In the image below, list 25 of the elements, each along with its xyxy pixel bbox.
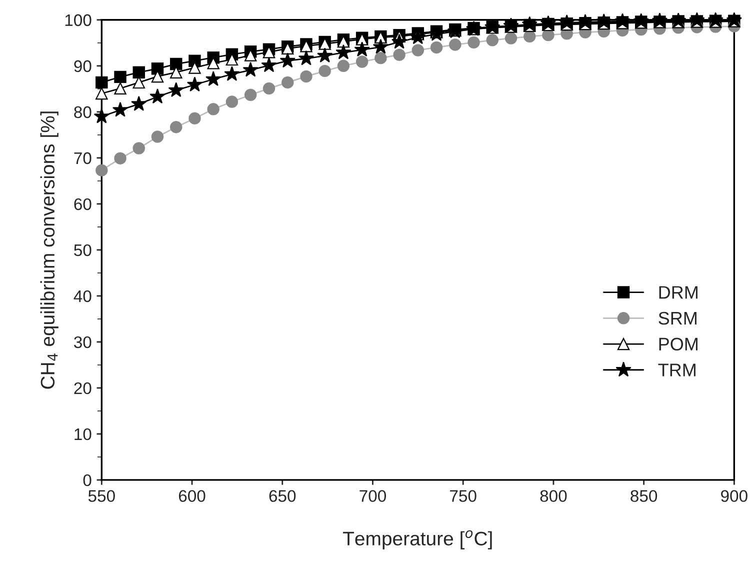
x-tick-label: 550 (88, 490, 115, 502)
y-tick-label: 30 (74, 336, 92, 348)
y-tick-label: 60 (74, 198, 92, 210)
y-tick-label: 20 (74, 382, 92, 394)
y-tick-label: 40 (74, 290, 92, 302)
x-tick-label: 750 (450, 490, 476, 502)
y-tick-label: 50 (74, 244, 92, 256)
y-axis-title: CH$_{4}$ equilibrium conversions [%] (40, 112, 58, 389)
x-axis-title: Temperature [$^{o}$C] (343, 530, 492, 550)
y-tick-label: 100 (65, 14, 92, 26)
x-tick-label: 900 (721, 490, 748, 502)
legend-label: DRM (659, 286, 698, 299)
x-tick-label: 650 (269, 490, 296, 502)
y-tick-label: 0 (83, 474, 92, 486)
y-tick-label: 10 (74, 428, 92, 440)
x-tick-label: 800 (540, 490, 567, 502)
x-tick-label: 600 (178, 490, 206, 502)
legend-label: TRM (658, 364, 696, 376)
x-tick-label: 850 (630, 490, 658, 502)
x-tick-label: 700 (360, 490, 386, 502)
y-tick-label: 70 (74, 152, 92, 164)
legend-label: POM (659, 338, 698, 351)
y-tick-label: 90 (74, 60, 92, 72)
legend-label: SRM (658, 312, 696, 325)
y-tick-label: 80 (74, 106, 92, 118)
